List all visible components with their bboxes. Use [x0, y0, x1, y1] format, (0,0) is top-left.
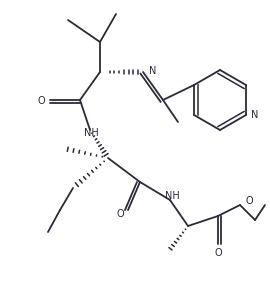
Text: NH: NH	[84, 128, 98, 138]
Text: O: O	[116, 209, 124, 219]
Text: O: O	[37, 96, 45, 106]
Text: NH: NH	[165, 191, 179, 201]
Text: N: N	[149, 66, 156, 76]
Text: N: N	[251, 110, 258, 120]
Text: O: O	[214, 248, 222, 258]
Text: O: O	[245, 196, 253, 206]
